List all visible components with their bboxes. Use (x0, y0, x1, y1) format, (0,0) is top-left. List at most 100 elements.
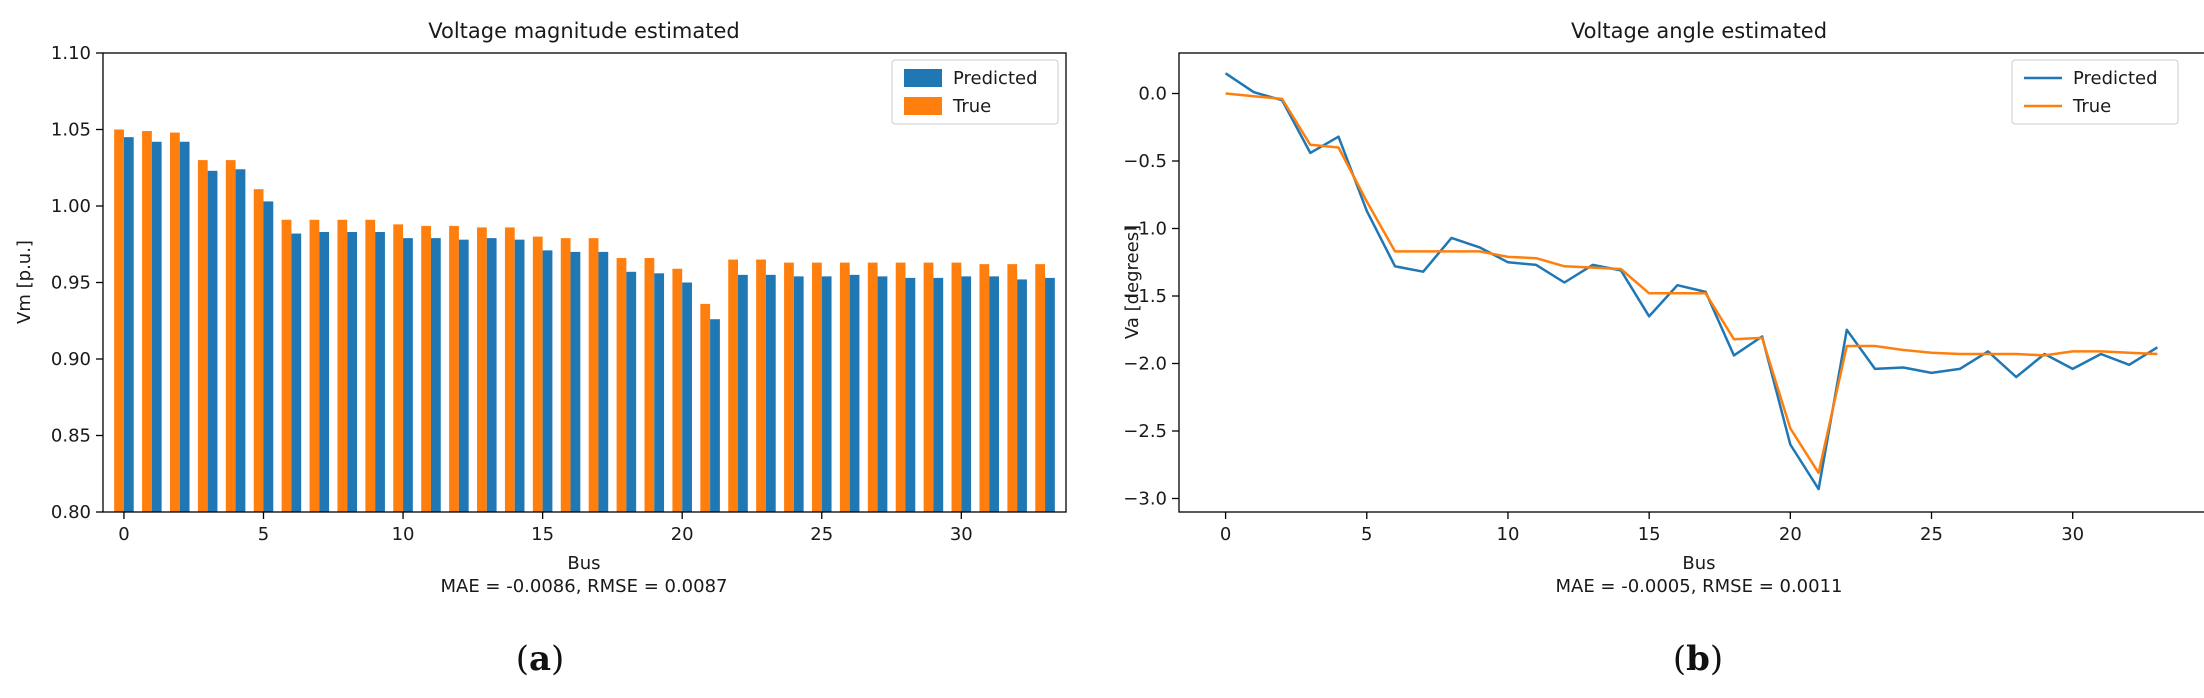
chart-a-y-axis: 0.80 0.85 0.90 0.95 1.00 1.05 1.10 (51, 43, 103, 523)
bar-predicted (319, 232, 330, 512)
bar-predicted (989, 276, 1000, 512)
bar-predicted (654, 273, 665, 512)
bar-true (197, 160, 208, 512)
y-tick-label: −2.5 (1123, 421, 1167, 442)
y-tick-label: −3.0 (1123, 489, 1167, 510)
y-tick-label: 1.05 (51, 120, 91, 141)
chart-b-frame (1178, 52, 2204, 513)
bar-predicted (458, 239, 469, 512)
bar-predicted (207, 170, 218, 512)
bar-true (309, 219, 320, 512)
chart-b-x-axis: 0 5 10 15 20 25 30 (1220, 512, 2084, 545)
bar-predicted (821, 276, 832, 512)
bar-true (700, 303, 711, 512)
y-tick-label: 0.0 (1138, 84, 1167, 105)
chart-b-x-label: Bus (1682, 553, 1715, 574)
y-tick-label: −0.5 (1123, 151, 1167, 172)
y-tick-label: 0.80 (51, 502, 91, 523)
x-tick-label: 25 (810, 524, 833, 545)
chart-b-title: Voltage angle estimated (1571, 19, 1827, 43)
chart-a-x-label: Bus (567, 553, 600, 574)
chart-a-title: Voltage magnitude estimated (428, 19, 739, 43)
legend-box (2011, 59, 2179, 125)
bar-true (477, 227, 487, 513)
x-tick-label: 25 (1920, 524, 1943, 545)
bar-true (337, 219, 348, 512)
bar-true (1007, 264, 1018, 512)
bar-predicted (765, 274, 776, 512)
x-tick-label: 5 (1361, 524, 1372, 545)
bar-true (449, 225, 459, 512)
y-tick-label: 1.00 (51, 196, 91, 217)
panel-label-b: (b) (1673, 639, 1723, 679)
bar-predicted (793, 276, 804, 512)
bar-true (951, 262, 962, 512)
bar-true (169, 132, 180, 512)
chart-a-legend: Predicted True (891, 59, 1059, 125)
chart-b-lines (1224, 72, 2159, 491)
bar-predicted (710, 319, 720, 512)
bar-true (393, 224, 404, 513)
bar-predicted (1045, 277, 1055, 512)
y-tick-label: 1.10 (51, 43, 91, 64)
bar-predicted (849, 274, 860, 512)
bar-true (784, 262, 794, 512)
bar-predicted (598, 251, 609, 512)
legend-swatch-true (904, 97, 942, 115)
bar-predicted (403, 238, 413, 512)
legend-label-predicted: Predicted (953, 68, 1038, 89)
bar-predicted (905, 277, 916, 512)
bar-true (1035, 264, 1046, 512)
bar-true (588, 238, 599, 512)
bar-true (114, 129, 124, 512)
bar-true (811, 262, 822, 512)
legend-swatch-predicted (904, 69, 942, 87)
x-tick-label: 5 (258, 524, 269, 545)
bar-predicted (626, 271, 637, 512)
x-tick-label: 15 (531, 524, 554, 545)
bar-true (421, 225, 431, 512)
bar-predicted (179, 141, 190, 513)
bar-true (756, 259, 766, 512)
bar-predicted (123, 137, 134, 512)
y-tick-label: −1.0 (1123, 219, 1167, 240)
bar-predicted (430, 238, 441, 512)
x-tick-label: 20 (671, 524, 694, 545)
bar-true (281, 219, 292, 512)
chart-a: Voltage magnitude estimated 0.80 0.85 0.90… (14, 19, 1067, 597)
bar-true (365, 219, 376, 512)
y-tick-label: 0.90 (51, 349, 91, 370)
bar-predicted (570, 251, 581, 512)
bar-true (532, 236, 543, 512)
bar-true (644, 258, 655, 512)
chart-b-y-axis: 0.0 −0.5 −1.0 −1.5 −2.0 −2.5 −3.0 (1123, 84, 1179, 510)
legend-label-true: True (2072, 96, 2111, 117)
bar-predicted (375, 232, 385, 512)
y-tick-label: 0.85 (51, 426, 91, 447)
chart-b-legend: Predicted True (2011, 59, 2179, 125)
legend-label-predicted: Predicted (2073, 68, 2158, 89)
bar-true (142, 131, 152, 512)
x-tick-label: 30 (2061, 524, 2084, 545)
y-tick-label: −2.0 (1123, 354, 1167, 375)
bar-true (979, 264, 990, 512)
bar-true (895, 262, 906, 512)
bar-true (253, 189, 264, 513)
bar-predicted (347, 232, 358, 512)
bar-true (225, 160, 236, 512)
x-tick-label: 10 (392, 524, 415, 545)
bar-predicted (1017, 279, 1027, 512)
x-tick-label: 0 (118, 524, 129, 545)
bar-predicted (514, 239, 525, 512)
panel-label-a: (a) (516, 639, 565, 679)
bar-true (728, 259, 739, 512)
chart-a-metrics: MAE = -0.0086, RMSE = 0.0087 (440, 576, 727, 597)
y-tick-label: 0.95 (51, 273, 91, 294)
chart-a-y-label: Vm [p.u.] (14, 240, 35, 324)
x-tick-label: 15 (1638, 524, 1661, 545)
bar-predicted (877, 276, 888, 512)
bar-predicted (682, 282, 692, 512)
bar-true (839, 262, 850, 512)
x-tick-label: 30 (950, 524, 973, 545)
